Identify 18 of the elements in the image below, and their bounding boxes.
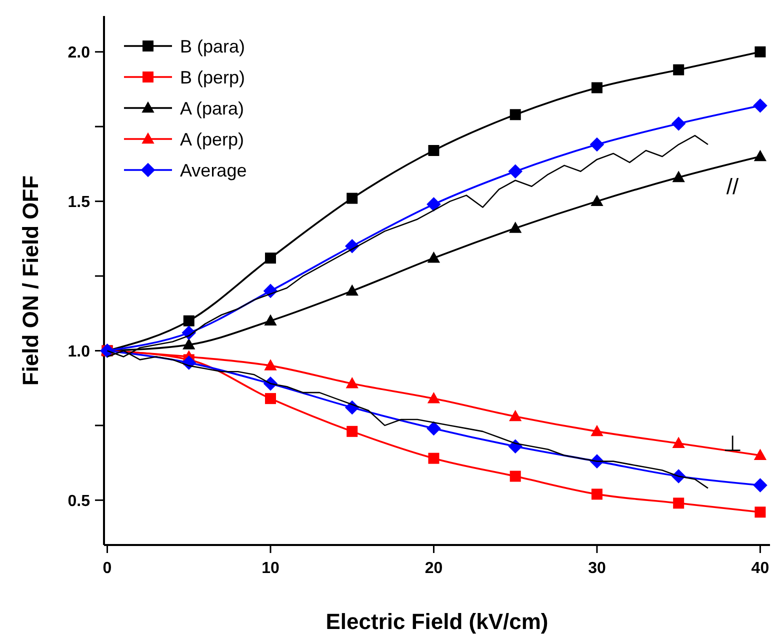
y-tick-label: 1.0 — [68, 343, 90, 360]
y-tick-label: 2.0 — [68, 44, 90, 62]
legend-label: Average — [180, 160, 247, 180]
x-tick-label: 10 — [262, 560, 280, 577]
x-tick-label: 20 — [424, 560, 443, 577]
y-tick-label: 0.5 — [68, 492, 90, 510]
y-axis-title: Field ON / Field OFF — [18, 175, 43, 386]
legend-label: A (para) — [180, 98, 244, 118]
y-tick-label: 1.5 — [68, 194, 90, 211]
x-tick-label: 30 — [588, 560, 606, 577]
x-tick-label: 0 — [102, 560, 112, 577]
x-tick-label: 40 — [751, 560, 770, 577]
legend-label: B (para) — [180, 36, 246, 56]
legend-label: B (perp) — [180, 67, 246, 88]
x-axis-title: Electric Field (kV/cm) — [326, 609, 548, 634]
annotation: ⊥ — [722, 431, 742, 456]
legend-label: A (perp) — [180, 129, 244, 150]
annotation: // — [726, 174, 740, 200]
